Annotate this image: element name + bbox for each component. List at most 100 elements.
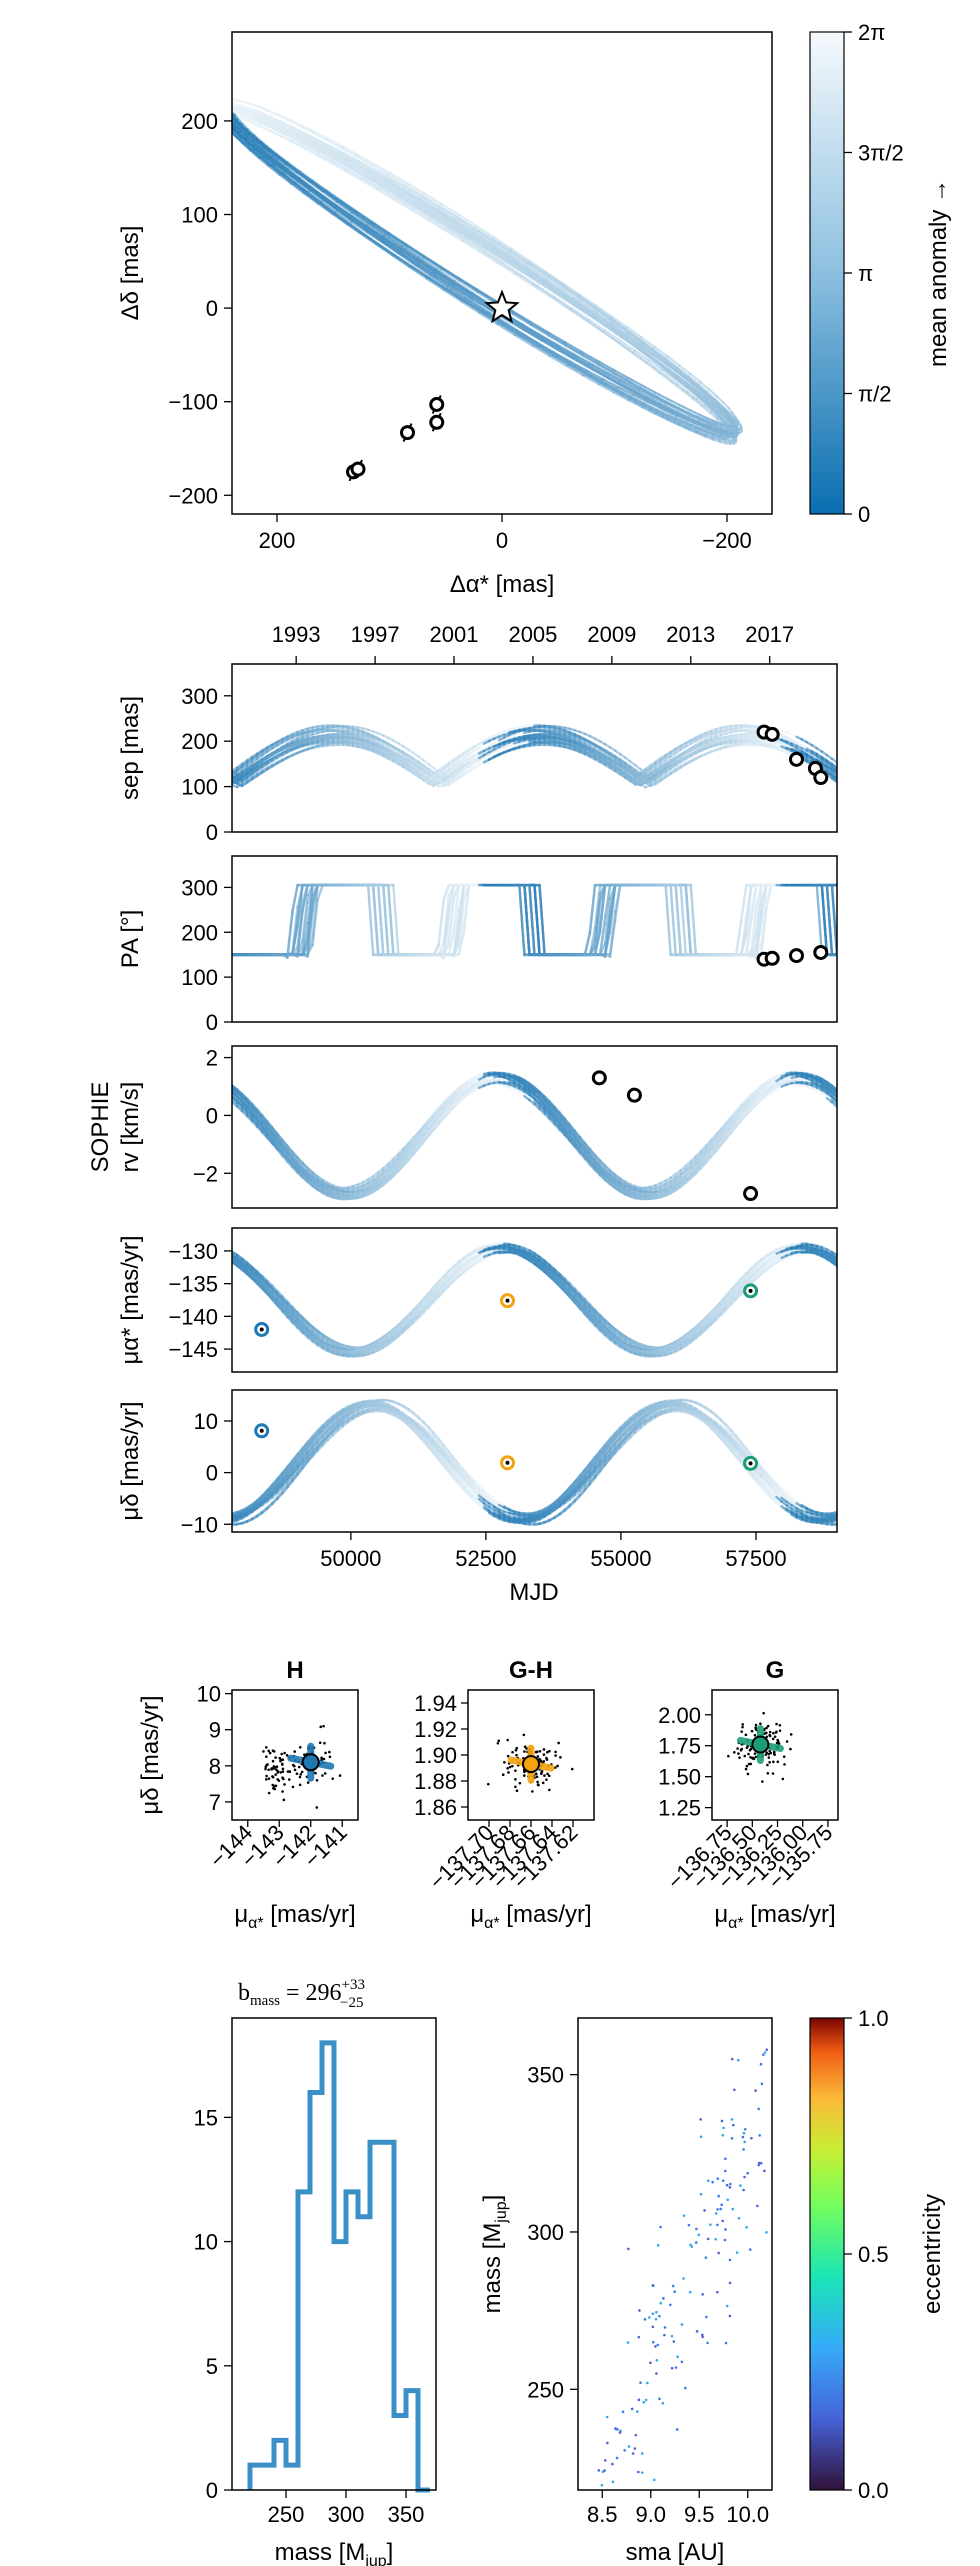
- sky-orbit-segment: [417, 260, 437, 274]
- sky-orbit-segment: [361, 177, 381, 190]
- sky-orbit-segment: [327, 209, 346, 223]
- sky-orbit-segment: [452, 282, 473, 296]
- sky-orbit-segment: [704, 434, 715, 439]
- sky-orbit-segment: [701, 404, 712, 414]
- sky-orbit-segment: [224, 111, 225, 113]
- sky-orbit-segment: [301, 146, 318, 156]
- sky-orbit-segment: [706, 425, 717, 431]
- sep-ytick-label: 300: [181, 684, 218, 709]
- sky-orbit-segment: [414, 206, 434, 220]
- sky-orbit-segment: [647, 359, 664, 371]
- sky-orbit-segment: [469, 296, 490, 310]
- sky-orbit-segment: [223, 112, 225, 113]
- sky-orbit-segment: [227, 109, 228, 111]
- sky-orbit-segment: [676, 412, 690, 420]
- sky-orbit-segment: [391, 254, 411, 269]
- sky-orbit-segment: [297, 124, 313, 134]
- sky-orbit-segment: [224, 122, 227, 126]
- sky-orbit-segment: [518, 273, 539, 288]
- sep-model-segment: [830, 762, 837, 769]
- sky-orbit-segment: [364, 171, 383, 183]
- sky-orbit-segment: [545, 331, 565, 345]
- sky-orbit-segment: [636, 387, 653, 397]
- sky-astrometry-point: [350, 461, 366, 477]
- sky-orbit-segment: [650, 394, 666, 404]
- sky-orbit-segment: [510, 310, 530, 324]
- sky-orbit-segment: [505, 318, 526, 332]
- sky-orbit-segment: [339, 151, 358, 162]
- sky-orbit-segment: [222, 117, 223, 119]
- sky-orbit-segment: [234, 114, 244, 119]
- sky-orbit-segment: [222, 118, 224, 122]
- sky-orbit-segment: [248, 119, 260, 127]
- sky-orbit-segment: [414, 200, 435, 213]
- sky-orbit-segment: [625, 325, 643, 339]
- sky-orbit-segment: [345, 164, 364, 176]
- sky-orbit-segment: [333, 154, 352, 166]
- sky-orbit-segment: [350, 211, 369, 226]
- sky-orbit-segment: [426, 218, 446, 231]
- sky-orbit-segment: [234, 124, 243, 133]
- sky-orbit-segment: [221, 112, 223, 116]
- sky-orbit-segment: [574, 364, 593, 377]
- sky-orbit-segment: [220, 108, 221, 110]
- sky-orbit-segment: [285, 118, 300, 127]
- sky-xtick-label: −200: [702, 528, 752, 553]
- sky-orbit-segment: [232, 109, 233, 111]
- sky-orbit-segment: [617, 386, 635, 396]
- sky-orbit-segment: [637, 393, 654, 403]
- sky-orbit-segment: [647, 354, 663, 367]
- sky-orbit-segment: [640, 384, 657, 394]
- sky-orbit-segment: [225, 111, 227, 112]
- sky-orbit-segment: [687, 415, 700, 423]
- sky-orbit-segment: [483, 251, 504, 265]
- sky-orbit-segment: [692, 391, 704, 402]
- sky-orbit-segment: [390, 180, 410, 193]
- sky-orbit-segment: [590, 374, 609, 386]
- sky-orbit-segment: [595, 308, 614, 322]
- sky-orbit-segment: [629, 398, 646, 408]
- sky-orbit-segment: [416, 262, 437, 277]
- sky-orbit-segment: [578, 293, 598, 307]
- sky-orbit-segment: [725, 436, 731, 440]
- sky-orbit-segment: [226, 114, 228, 117]
- sky-orbit-segment: [273, 158, 287, 170]
- sky-orbit-segment: [352, 162, 371, 174]
- sky-orbit-segment: [226, 106, 228, 107]
- sky-orbit-segment: [527, 321, 548, 334]
- sky-orbit-segment: [227, 115, 228, 119]
- sky-orbit-segment: [263, 150, 276, 162]
- sky-orbit-segment: [594, 305, 612, 320]
- sky-orbit-segment: [686, 375, 699, 386]
- sky-orbit-segment: [618, 380, 636, 391]
- sky-orbit-segment: [218, 110, 219, 112]
- sky-orbit-segment: [451, 285, 472, 299]
- sky-orbit-segment: [538, 345, 559, 358]
- sky-orbit-segment: [224, 110, 227, 111]
- sky-orbit-segment: [224, 109, 225, 110]
- sky-orbit-segment: [698, 413, 710, 420]
- sky-orbit-segment: [313, 198, 331, 212]
- sky-orbit-segment: [293, 130, 309, 139]
- sky-orbit-segment: [222, 110, 224, 111]
- sky-orbit-segment: [331, 159, 349, 171]
- sky-orbit-segment: [643, 404, 659, 414]
- sky-orbit-segment: [544, 271, 565, 285]
- sky-orbit-segment: [603, 318, 621, 332]
- sky-orbit-segment: [443, 228, 464, 242]
- sky-orbit-segment: [666, 355, 681, 367]
- sky-orbit-segment: [226, 105, 228, 108]
- sky-orbit-segment: [555, 293, 576, 307]
- sky-orbit-segment: [575, 359, 594, 371]
- sky-orbit-segment: [581, 316, 600, 330]
- sky-orbit-segment: [383, 237, 403, 252]
- sky-orbit-segment: [325, 143, 342, 154]
- sky-orbit-segment: [240, 135, 250, 144]
- sky-orbit-segment: [453, 288, 473, 302]
- sky-orbit-segment: [606, 383, 624, 395]
- sky-orbit-segment: [282, 168, 297, 180]
- sky-orbit-segment: [607, 377, 625, 388]
- sky-orbit-segment: [250, 111, 263, 118]
- sky-orbit-segment: [282, 160, 297, 173]
- sky-orbit-segment: [325, 189, 343, 202]
